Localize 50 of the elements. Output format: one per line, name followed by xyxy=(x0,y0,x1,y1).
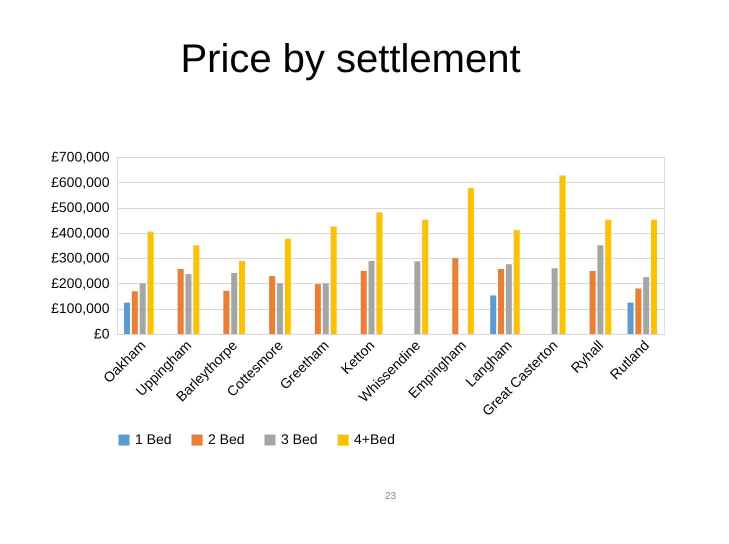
bar xyxy=(239,260,246,334)
legend-label: 1 Bed xyxy=(135,431,172,447)
legend-label: 3 Bed xyxy=(281,431,318,447)
bar xyxy=(506,264,512,334)
bar xyxy=(628,302,634,334)
y-tick-label: £100,000 xyxy=(51,300,110,316)
bar xyxy=(422,220,428,334)
y-tick-label: £0 xyxy=(94,326,110,342)
bar xyxy=(330,226,337,334)
bar xyxy=(590,271,596,334)
bar xyxy=(498,269,504,334)
chart-title: Price by settlement xyxy=(180,37,521,81)
y-tick-label: £400,000 xyxy=(51,224,110,240)
bar xyxy=(322,283,329,334)
bar xyxy=(124,302,130,334)
text: 23 xyxy=(384,491,396,502)
bar xyxy=(231,273,238,334)
bar xyxy=(193,245,200,334)
bar xyxy=(314,284,321,334)
bar xyxy=(597,245,604,334)
y-tick-label: £600,000 xyxy=(51,174,110,190)
bar xyxy=(284,238,291,334)
y-tick-label: £200,000 xyxy=(51,274,110,291)
bar xyxy=(276,283,283,334)
bar xyxy=(635,288,642,334)
bar xyxy=(468,188,474,334)
bar xyxy=(605,220,612,334)
bar xyxy=(360,271,367,334)
bar xyxy=(147,232,154,334)
bar xyxy=(651,220,657,334)
bar xyxy=(185,274,192,334)
bar xyxy=(643,277,650,334)
legend-label: 4+Bed xyxy=(354,431,395,447)
bar xyxy=(132,291,138,334)
bar xyxy=(376,212,382,334)
bar xyxy=(514,230,520,334)
bar xyxy=(178,269,184,334)
bar xyxy=(140,283,146,334)
bar xyxy=(559,175,566,334)
y-tick-label: £300,000 xyxy=(51,250,110,266)
y-tick-label: £700,000 xyxy=(51,148,110,164)
bar xyxy=(490,295,496,334)
bar xyxy=(223,290,230,334)
bar xyxy=(414,261,420,334)
bar xyxy=(368,260,375,334)
bar xyxy=(269,276,276,334)
legend-label: 2 Bed xyxy=(208,431,245,447)
bar xyxy=(452,258,458,334)
y-tick-label: £500,000 xyxy=(51,199,110,216)
bar xyxy=(552,268,558,334)
